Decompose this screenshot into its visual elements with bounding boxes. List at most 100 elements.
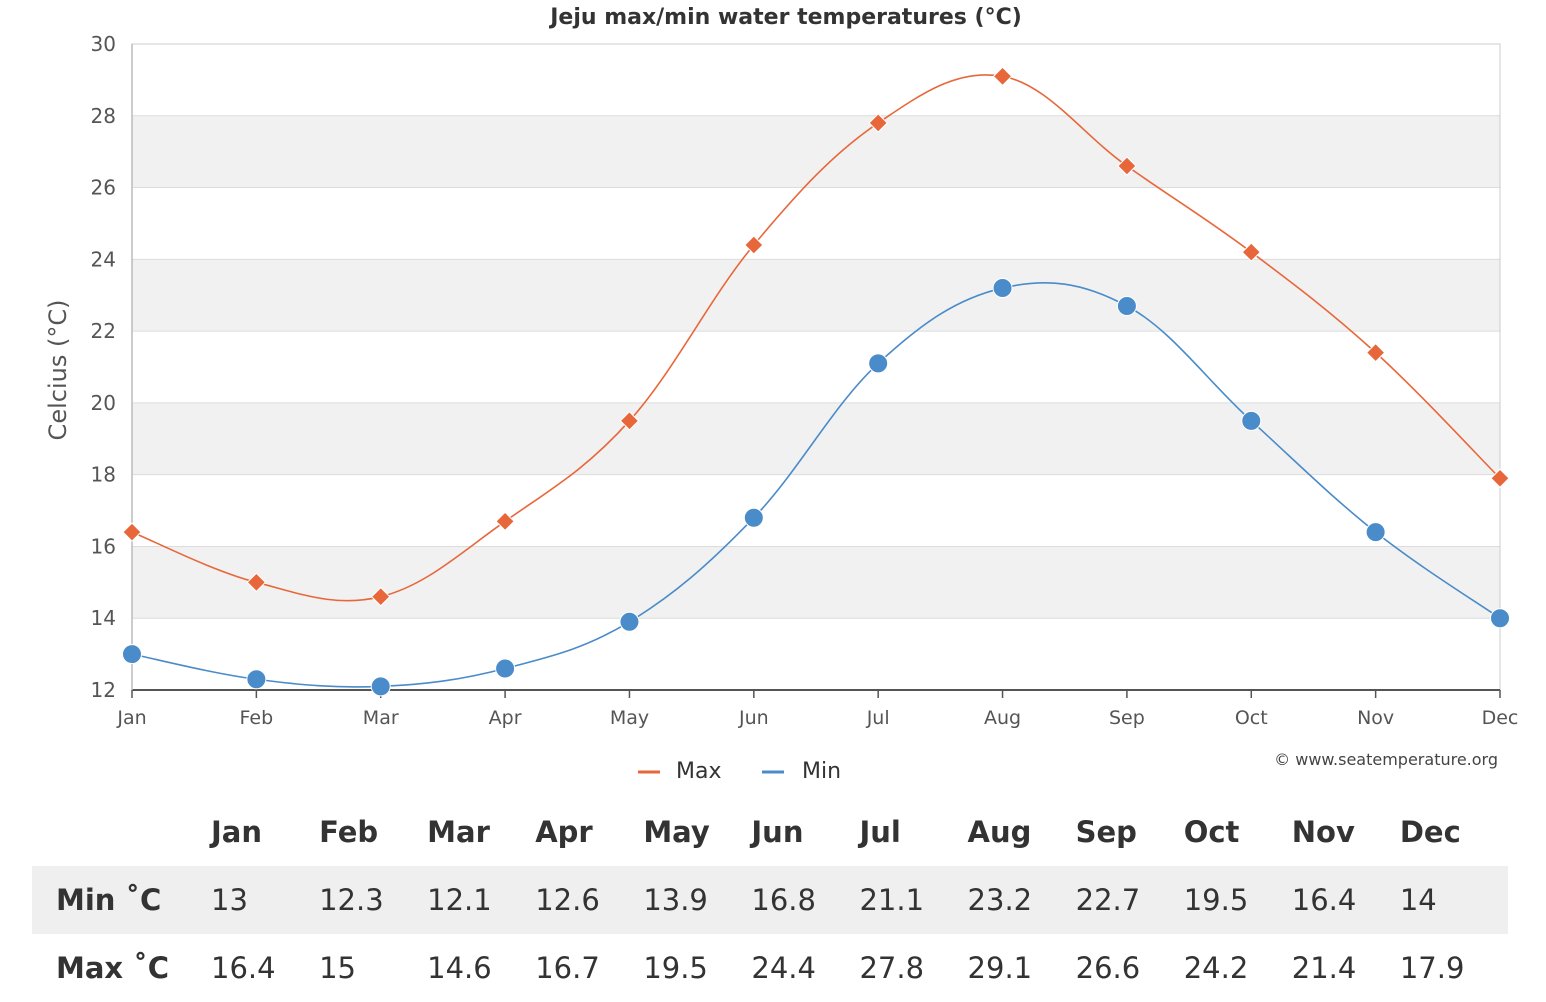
legend-item-max[interactable]: Max	[638, 759, 721, 784]
data-point-max[interactable]	[1365, 342, 1386, 363]
legend: Max Min	[638, 759, 841, 784]
data-point-max[interactable]	[122, 522, 142, 542]
data-point-min[interactable]	[1490, 608, 1510, 629]
table-cell: 16.7	[535, 951, 600, 985]
table-cell: 15	[319, 951, 356, 985]
series-layer	[122, 66, 1510, 697]
table-cell: 14.6	[427, 951, 492, 985]
x-tick-labels: Jan Feb Mar Apr May Jun Jul Aug Sep Oct Nov Dec	[116, 690, 1518, 729]
y-tick-label: 26	[91, 176, 116, 200]
table-cell: 16.8	[751, 883, 816, 917]
data-point-max[interactable]	[246, 572, 267, 593]
legend-item-min[interactable]: Min	[762, 759, 841, 784]
table-cell: 14	[1399, 883, 1437, 917]
month-header: Dec	[1399, 815, 1461, 849]
data-point-min[interactable]	[743, 507, 764, 528]
table-row-max: Max ˚C 16.4 15 14.6 16.7 19.5 24.4 27.8 …	[32, 934, 1508, 1002]
table-cell: 19.5	[643, 951, 708, 985]
data-point-min[interactable]	[868, 353, 889, 374]
table-cell: 16.4	[211, 951, 276, 985]
data-point-min[interactable]	[619, 611, 640, 632]
plot-bands	[132, 115, 1500, 619]
table-cell: 12.3	[319, 883, 384, 917]
x-tick-label: Nov	[1357, 707, 1394, 729]
month-header: May	[643, 815, 710, 849]
table-row-min: Min ˚C 13 12.3 12.1 12.6 13.9 16.8 21.1 …	[32, 866, 1508, 934]
month-header: Feb	[319, 815, 379, 849]
y-tick-label: 22	[91, 319, 116, 343]
table-cell: 19.5	[1183, 883, 1249, 917]
y-tick-label: 28	[91, 104, 116, 128]
table-corner	[32, 798, 211, 866]
data-point-min[interactable]	[370, 676, 391, 697]
month-header: Jan	[211, 815, 263, 849]
x-tick-label: Apr	[489, 707, 522, 729]
table-cell: 26.6	[1075, 951, 1141, 985]
table-cell: 22.7	[1075, 883, 1141, 917]
x-tick-label: Aug	[984, 707, 1021, 729]
chart-title: Jeju max/min water temperatures (°C)	[548, 5, 1022, 30]
plot-band	[132, 259, 1500, 332]
data-point-max[interactable]	[868, 113, 888, 133]
table-cell: 12.1	[427, 883, 492, 917]
data-point-min[interactable]	[495, 658, 516, 679]
data-point-max[interactable]	[619, 411, 640, 431]
x-tick-label: Jul	[866, 707, 890, 729]
data-point-min[interactable]	[122, 644, 142, 665]
table-cell: 13	[211, 883, 248, 917]
x-tick-label: Feb	[240, 707, 274, 729]
x-tick-label: Jun	[738, 707, 769, 729]
y-tick-label: 12	[91, 678, 116, 702]
legend-min-label: Min	[802, 759, 841, 784]
table-cell: 24.4	[751, 951, 816, 985]
table-cell: 13.9	[643, 883, 708, 917]
credit-link[interactable]: © www.seatemperature.org	[1274, 750, 1498, 769]
data-point-max[interactable]	[495, 511, 515, 532]
table-cell: 21.1	[859, 883, 925, 917]
row-label: Max ˚C	[56, 951, 170, 985]
month-header: Sep	[1075, 815, 1137, 849]
table-cell: 23.2	[967, 883, 1033, 917]
data-point-min[interactable]	[246, 669, 267, 690]
x-tick-label: Mar	[363, 707, 399, 729]
month-header: Nov	[1291, 815, 1355, 849]
table-header-row: Jan Feb Mar Apr May Jun Jul Aug Sep Oct …	[32, 798, 1508, 866]
month-header: Apr	[535, 815, 593, 849]
data-point-min[interactable]	[1116, 295, 1137, 316]
table-cell: 12.6	[535, 883, 600, 917]
table-cell: 16.4	[1291, 883, 1357, 917]
data-point-max[interactable]	[371, 586, 391, 607]
month-header: Jun	[751, 815, 804, 849]
data-point-max[interactable]	[1117, 156, 1137, 176]
month-header: Oct	[1183, 815, 1240, 849]
table-cell: 27.8	[859, 951, 925, 985]
legend-max-label: Max	[676, 759, 721, 784]
temperature-table: Jan Feb Mar Apr May Jun Jul Aug Sep Oct …	[32, 798, 1508, 1002]
y-tick-label: 16	[91, 534, 116, 558]
month-header: Aug	[967, 815, 1032, 849]
y-axis-label: Celcius (°C)	[44, 300, 72, 441]
y-tick-label: 14	[91, 606, 116, 630]
y-tick-label: 30	[91, 32, 116, 56]
data-point-min[interactable]	[992, 278, 1013, 299]
series-line-min	[131, 281, 1501, 688]
data-point-min[interactable]	[1241, 410, 1262, 431]
table-cell: 24.2	[1183, 951, 1249, 985]
y-tick-label: 18	[91, 463, 116, 487]
x-tick-label: Sep	[1109, 707, 1145, 729]
table-cell: 21.4	[1291, 951, 1357, 985]
y-tick-label: 24	[91, 247, 116, 271]
data-point-max[interactable]	[744, 235, 764, 255]
x-tick-label: Oct	[1235, 707, 1268, 729]
data-point-max[interactable]	[992, 66, 1013, 87]
y-tick-labels: 12 14 16 18 20 22 24 26 28 30	[91, 32, 116, 702]
data-point-max[interactable]	[1490, 468, 1510, 488]
plot-band	[132, 546, 1500, 619]
data-point-min[interactable]	[1365, 522, 1386, 543]
data-point-max[interactable]	[1241, 242, 1261, 262]
x-tick-label: May	[610, 707, 649, 729]
series-min	[122, 278, 1510, 697]
row-label: Min ˚C	[56, 883, 162, 917]
plot-band	[132, 115, 1500, 188]
